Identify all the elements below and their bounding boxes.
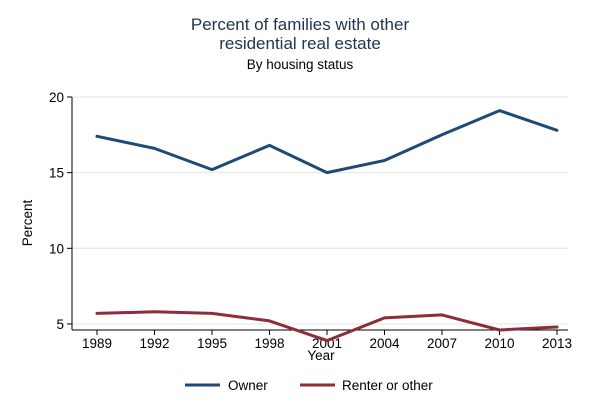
x-tick-label: 2010 <box>484 336 514 351</box>
chart-title-line-1: Percent of families with other <box>191 15 410 34</box>
x-tick-label: 1995 <box>197 336 227 351</box>
y-tick-label: 10 <box>49 241 64 256</box>
plot-background <box>72 97 568 330</box>
y-tick-label: 15 <box>49 166 64 181</box>
x-axis-label: Year <box>307 348 335 363</box>
series-line-owner <box>95 109 559 175</box>
chart-subtitle: By housing status <box>247 57 354 72</box>
plot-area: 5 10 15 20 1989 1992 1995 1998 2001 2004 2007 2010 2… <box>49 90 572 351</box>
x-tick-label: 2001 <box>312 336 342 351</box>
x-tick-label: 2004 <box>369 336 400 351</box>
x-tick-label: 2007 <box>427 336 457 351</box>
series-line-renter-or-other <box>95 310 559 343</box>
y-tick-label: 20 <box>49 90 64 105</box>
x-tick-label: 1998 <box>254 336 284 351</box>
legend: Owner Renter or other <box>185 378 433 393</box>
legend-label-renter-or-other: Renter or other <box>342 378 433 393</box>
y-axis-label: Percent <box>20 199 35 246</box>
y-tick-label: 5 <box>56 317 64 332</box>
legend-label-owner: Owner <box>228 378 268 393</box>
x-tick-label: 1992 <box>139 336 169 351</box>
x-tick-label: 1989 <box>82 336 112 351</box>
x-tick-label: 2013 <box>542 336 572 351</box>
chart-title-line-2: residential real estate <box>219 34 381 53</box>
